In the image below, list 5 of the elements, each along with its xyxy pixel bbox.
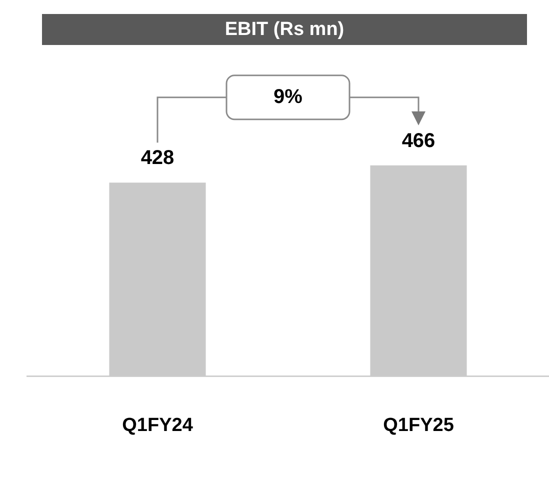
text: 9% xyxy=(228,76,348,118)
data-label: 466 xyxy=(402,130,436,152)
x-tick-label: Q1FY24 xyxy=(122,414,194,436)
x-tick-label: Q1FY25 xyxy=(383,414,454,436)
data-label: 428 xyxy=(140,147,174,170)
